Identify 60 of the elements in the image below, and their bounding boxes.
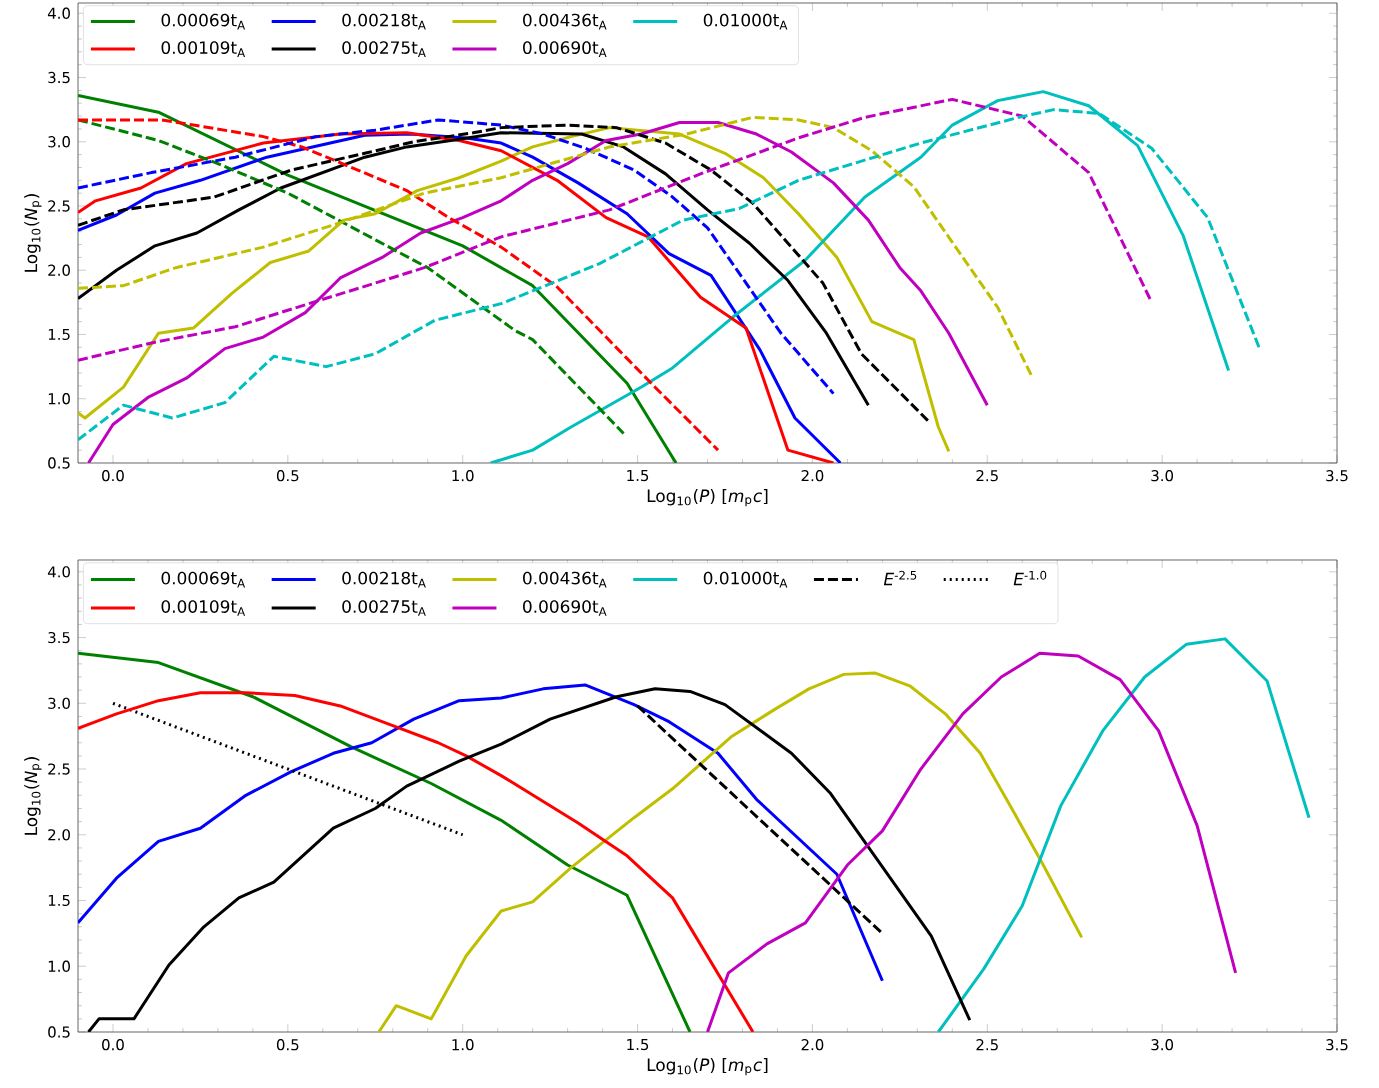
line-series (78, 683, 884, 983)
x-tick-label: 2.5 (976, 1039, 998, 1051)
legend-label: 0.00275t$_{A}$ (342, 600, 426, 616)
legend-label: 0.00069t$_{A}$ (161, 13, 246, 30)
x-tick-label: 1.5 (627, 1039, 649, 1051)
x-tick-label: 3.5 (1326, 470, 1348, 482)
legend-label: 0.00275t$_{A}$ (342, 41, 426, 57)
legend-label: 0.00109t$_{A}$ (161, 600, 246, 616)
legend-label: 0.01000t$_{A}$ (703, 571, 788, 588)
legend-label: 0.00436t$_{A}$ (523, 13, 607, 30)
legend-label: 0.00436t$_{A}$ (523, 571, 607, 588)
x-tick-label: 0.0 (102, 470, 124, 482)
legend-label: 0.00690t$_{A}$ (523, 41, 607, 57)
line-series (78, 691, 755, 1032)
y-tick-label: 3.5 (48, 631, 70, 644)
y-tick-label: 2.5 (48, 763, 70, 775)
y-tick-label: 2.0 (48, 264, 70, 276)
text: Log$_{10}$(P) [m$_{p}$c] (647, 489, 768, 507)
line-series (377, 671, 1084, 1032)
y-tick-label: 3.0 (48, 697, 70, 709)
legend-label: E$^{-2.5}$ (883, 570, 917, 586)
x-tick-label: 1.0 (452, 470, 474, 482)
legend-label: 0.00218t$_{A}$ (342, 571, 426, 588)
y-axis-title: Log$_{10}$(N$_{p}$) (24, 757, 42, 835)
x-tick-label: 0.0 (102, 1039, 124, 1051)
legend-label: 0.00069t$_{A}$ (161, 571, 246, 588)
y-tick-label: 2.0 (48, 829, 70, 841)
line-series (78, 651, 692, 1032)
line-series (706, 651, 1238, 1032)
legend-label: 0.00109t$_{A}$ (161, 41, 246, 57)
legend-label: E$^{-1.0}$ (1013, 570, 1047, 586)
y-tick-label: 0.5 (48, 457, 70, 469)
y-tick-label: 1.0 (48, 393, 70, 405)
legend-label: 0.00690t$_{A}$ (523, 600, 607, 616)
x-tick-label: 0.5 (276, 470, 299, 482)
legend-label: 0.01000t$_{A}$ (703, 13, 788, 30)
y-tick-label: 4.0 (47, 7, 70, 19)
x-tick-label: 0.5 (276, 1039, 299, 1051)
x-tick-label: 2.0 (801, 1039, 824, 1051)
y-tick-label: 4.0 (47, 566, 70, 578)
y-tick-label: 2.5 (48, 200, 70, 212)
y-tick-label: 1.5 (48, 894, 70, 907)
x-tick-label: 2.0 (801, 470, 824, 482)
x-tick-label: 2.5 (976, 470, 998, 482)
y-tick-label: 1.5 (48, 328, 70, 341)
x-tick-label: 3.5 (1326, 1039, 1348, 1051)
x-tick-label: 1.5 (627, 470, 649, 482)
y-tick-label: 3.5 (48, 71, 70, 84)
x-tick-label: 3.0 (1151, 1039, 1174, 1051)
line-series (86, 687, 972, 1032)
y-tick-label: 3.0 (48, 136, 70, 148)
x-tick-label: 1.0 (452, 1039, 474, 1051)
y-tick-label: 0.5 (48, 1026, 70, 1038)
y-tick-label: 1.0 (48, 960, 70, 972)
line-series (936, 637, 1311, 1032)
text: Log$_{10}$(P) [m$_{p}$c] (647, 1058, 768, 1076)
x-tick-label: 3.0 (1151, 470, 1174, 482)
y-axis-title: Log$_{10}$(N$_{p}$) (24, 194, 42, 272)
legend-label: 0.00218t$_{A}$ (342, 13, 426, 30)
line-series (78, 118, 626, 435)
